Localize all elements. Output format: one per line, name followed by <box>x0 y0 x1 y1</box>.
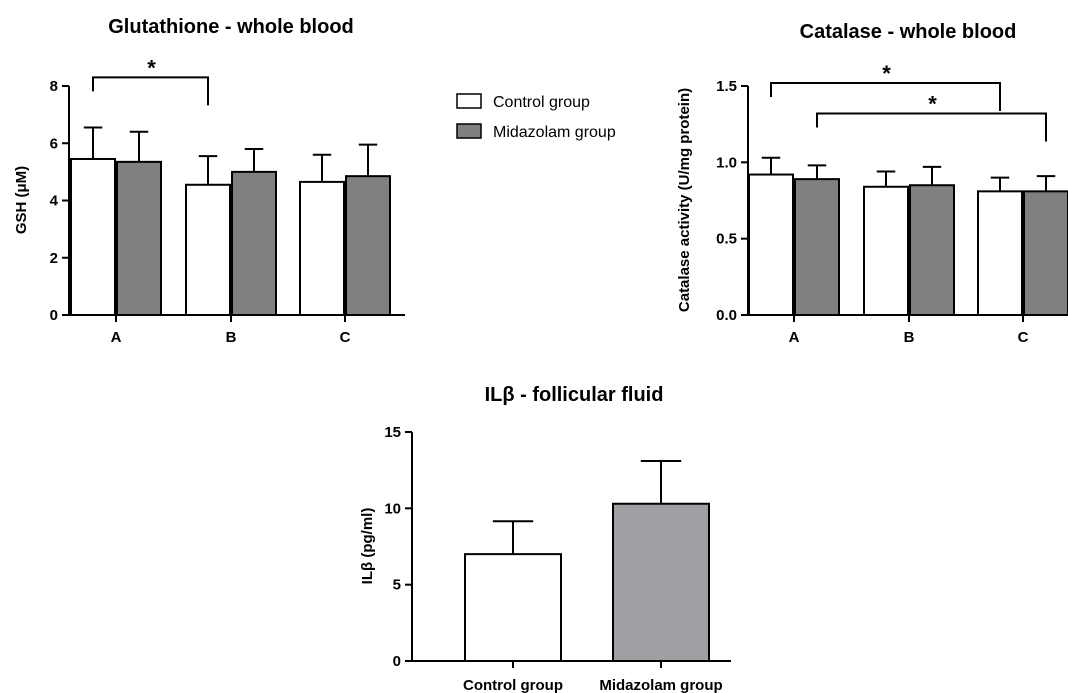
gsh-y-tick-label: 8 <box>50 78 58 95</box>
legend-label-control: Control group <box>493 94 590 111</box>
gsh-bar <box>345 175 391 316</box>
gsh-y-axis-label: GSH (μM) <box>13 166 30 234</box>
gsh-bar <box>116 160 162 316</box>
catalase-y-axis-label: Catalase activity (U/mg protein) <box>676 88 693 312</box>
il-y-tick-label: 0 <box>393 653 401 670</box>
gsh-chart: Glutathione - whole blood GSH (μM) 0 2 4 6 8… <box>13 16 405 346</box>
gsh-bar <box>185 183 231 316</box>
catalase-bar <box>863 185 909 316</box>
catalase-bar <box>977 190 1023 316</box>
catalase-chart: Catalase - whole blood Catalase activity… <box>676 21 1068 346</box>
il-chart-title: ILβ - follicular fluid <box>485 384 664 406</box>
gsh-chart-title: Glutathione - whole blood <box>108 16 354 38</box>
il-y-axis-label: ILβ (pg/ml) <box>359 508 376 585</box>
gsh-y-tick-label: 4 <box>50 193 59 210</box>
legend: Control group Midazolam group <box>456 93 616 141</box>
catalase-y-tick-label: 0.5 <box>716 231 737 248</box>
catalase-y-tick-label: 0.0 <box>716 307 737 324</box>
gsh-x-tick-label: C <box>340 329 351 346</box>
catalase-chart-title: Catalase - whole blood <box>800 21 1017 43</box>
il-x-tick-label: Midazolam group <box>599 677 722 693</box>
il-bar <box>464 553 562 663</box>
gsh-x-tick-label: A <box>111 329 122 346</box>
catalase-x-tick-label: A <box>789 329 800 346</box>
il-y-tick-label: 15 <box>384 424 401 441</box>
gsh-x-tick-label: B <box>226 329 237 346</box>
catalase-y-tick-label: 1.5 <box>716 78 737 95</box>
legend-swatch-control <box>456 93 482 109</box>
gsh-y-tick-label: 0 <box>50 307 58 324</box>
catalase-x-tick-label: B <box>904 329 915 346</box>
il-y-tick-label: 10 <box>384 500 401 517</box>
gsh-bar <box>231 170 277 316</box>
il-y-tick-label: 5 <box>393 577 401 594</box>
legend-label-midazolam: Midazolam group <box>493 124 616 141</box>
catalase-x-tick-label: C <box>1018 329 1029 346</box>
catalase-significance-bracket <box>770 81 1001 111</box>
catalase-bar <box>794 178 840 316</box>
catalase-bar <box>909 184 955 316</box>
gsh-y-tick-label: 6 <box>50 135 58 152</box>
gsh-significance-bracket <box>92 76 209 106</box>
catalase-bar <box>1023 190 1068 316</box>
catalase-significance-bracket <box>816 112 1047 142</box>
gsh-significance-star: * <box>147 55 156 80</box>
gsh-bar <box>70 157 116 316</box>
catalase-y-tick-label: 1.0 <box>716 154 737 171</box>
gsh-bar <box>299 180 345 316</box>
il-bar <box>612 502 710 662</box>
catalase-significance-star: * <box>928 91 937 116</box>
il-chart: ILβ - follicular fluid ILβ (pg/ml) 0 5 10 1… <box>359 384 731 693</box>
gsh-y-tick-label: 2 <box>50 250 58 267</box>
catalase-bar <box>748 173 794 316</box>
legend-swatch-midazolam <box>456 123 482 139</box>
il-x-tick-label: Control group <box>463 677 563 693</box>
catalase-significance-star: * <box>882 61 891 86</box>
